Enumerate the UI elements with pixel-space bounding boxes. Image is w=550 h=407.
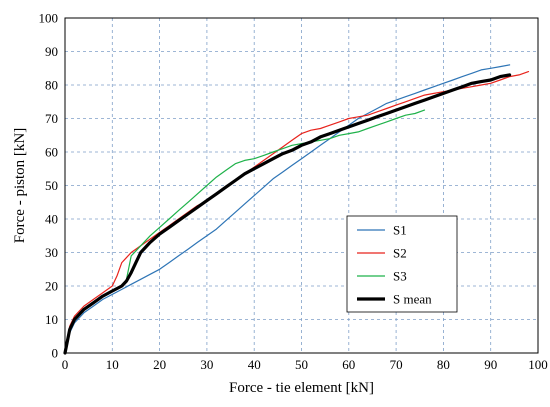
y-tick-label: 20 — [45, 279, 58, 294]
series-line-s-mean — [63, 73, 512, 355]
y-tick-label: 40 — [45, 212, 58, 227]
y-tick-label: 80 — [45, 78, 58, 93]
y-tick-label: 70 — [45, 111, 58, 126]
series-lines — [63, 64, 530, 355]
legend-label: S mean — [393, 292, 432, 307]
y-tick-label: 100 — [39, 11, 59, 26]
plot-frame — [64, 17, 539, 354]
x-tick-label: 40 — [248, 357, 261, 372]
legend: S1 S2 S3 S mean — [346, 215, 458, 313]
x-tick-label: 10 — [106, 357, 119, 372]
series-line-s2 — [64, 70, 530, 354]
x-tick-label: 80 — [437, 357, 450, 372]
y-tick-label: 0 — [52, 346, 59, 361]
legend-label: S3 — [393, 269, 407, 284]
x-tick-label: 60 — [342, 357, 355, 372]
tick-labels: 0 10 20 30 40 50 60 70 80 90 100 0 10 20 30 40 50 60 70 80 9… — [39, 11, 548, 373]
y-axis-title: Force - piston [kN] — [12, 128, 28, 243]
series-line-s1 — [64, 64, 511, 354]
legend-label: S1 — [393, 223, 407, 238]
x-tick-label: 70 — [390, 357, 403, 372]
x-axis-title: Force - tie element [kN] — [229, 380, 374, 396]
grid — [65, 18, 538, 353]
y-tick-label: 50 — [45, 178, 58, 193]
legend-box — [346, 215, 458, 313]
x-tick-label: 30 — [200, 357, 213, 372]
x-tick-label: 90 — [484, 357, 497, 372]
x-tick-label: 50 — [295, 357, 308, 372]
y-tick-label: 60 — [45, 145, 58, 160]
y-tick-label: 30 — [45, 245, 58, 260]
x-tick-label: 20 — [153, 357, 166, 372]
y-tick-label: 10 — [45, 312, 58, 327]
y-tick-label: 90 — [45, 44, 58, 59]
x-tick-label: 0 — [62, 357, 69, 372]
x-tick-label: 100 — [528, 357, 548, 372]
legend-label: S2 — [393, 246, 407, 261]
